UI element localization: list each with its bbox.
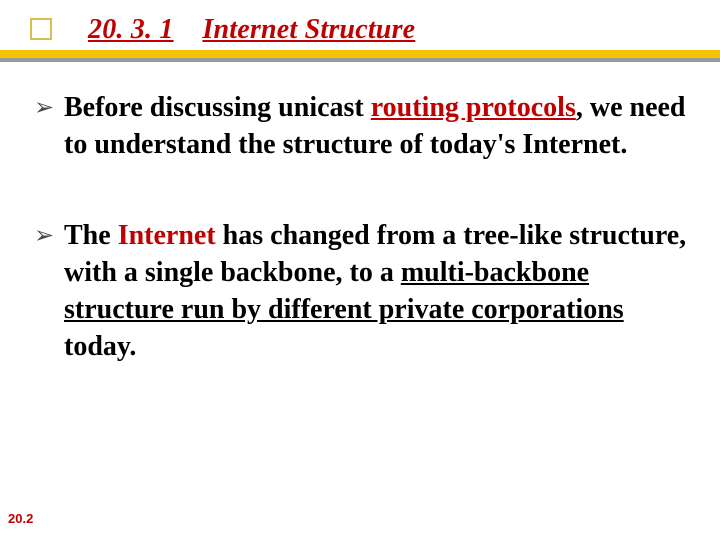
title-bullet-square [30, 18, 52, 40]
page-number: 20.2 [8, 511, 33, 526]
bullet-link: Internet [118, 220, 216, 251]
bullet-paragraph: Before discussing unicast routing protoc… [64, 90, 694, 164]
title-text: Internet Structure [202, 14, 415, 45]
slide-body: ➢ Before discussing unicast routing prot… [34, 90, 694, 420]
bullet-text: today. [64, 331, 136, 362]
title-number: 20. 3. 1 [88, 14, 174, 45]
arrow-icon: ➢ [34, 224, 54, 248]
title-rule-gray [0, 58, 720, 62]
bullet-link: routing protocols [371, 92, 576, 123]
slide-title: 20. 3. 1 Internet Structure [88, 14, 415, 46]
bullet-paragraph: The Internet has changed from a tree-lik… [64, 218, 694, 366]
bullet-text: Before discussing unicast [64, 92, 371, 123]
bullet-item: ➢ Before discussing unicast routing prot… [34, 90, 694, 164]
title-rule-yellow [0, 50, 720, 58]
bullet-item: ➢ The Internet has changed from a tree-l… [34, 218, 694, 366]
arrow-icon: ➢ [34, 96, 54, 120]
bullet-text: The [64, 220, 118, 251]
